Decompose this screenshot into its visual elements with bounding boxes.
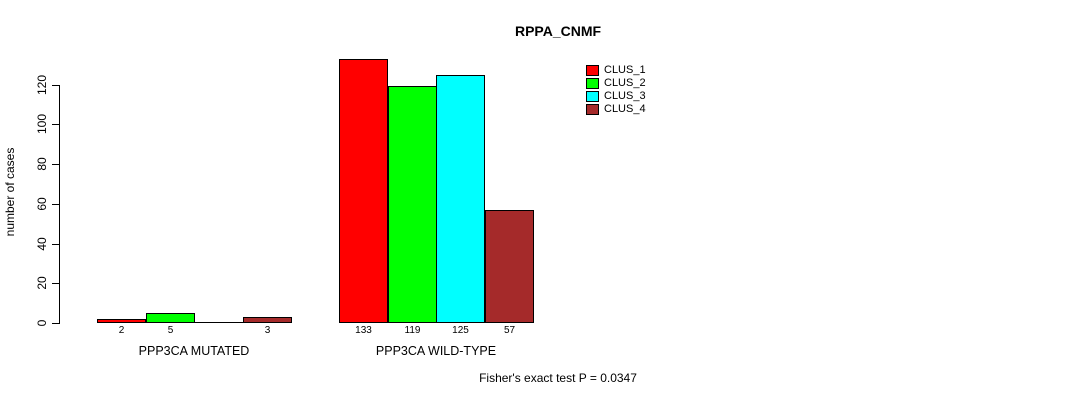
zero-bar-clus_3-group1 bbox=[194, 322, 243, 323]
bar-value-label: 119 bbox=[404, 325, 421, 336]
y-axis-tick bbox=[52, 244, 59, 245]
legend-item-label: CLUS_4 bbox=[604, 103, 646, 115]
y-axis-line bbox=[59, 85, 60, 324]
y-axis-tick bbox=[52, 85, 59, 86]
y-axis-tick bbox=[52, 283, 59, 284]
y-tick-label: 60 bbox=[35, 197, 49, 211]
bar-clus_4-group1 bbox=[243, 317, 292, 323]
legend-item-clus_1: CLUS_1 bbox=[586, 64, 646, 77]
legend-item-clus_4: CLUS_4 bbox=[586, 103, 646, 116]
y-axis-tick bbox=[52, 323, 59, 324]
category-label-group1: PPP3CA MUTATED bbox=[138, 344, 250, 358]
y-axis-tick bbox=[52, 124, 59, 125]
legend-swatch-icon bbox=[586, 91, 599, 102]
legend-swatch-icon bbox=[586, 104, 599, 115]
footnote: Fisher's exact test P = 0.0347 bbox=[479, 371, 637, 385]
legend-item-label: CLUS_3 bbox=[604, 90, 646, 102]
legend-item-label: CLUS_1 bbox=[604, 64, 646, 76]
legend-item-clus_3: CLUS_3 bbox=[586, 90, 646, 103]
y-tick-label: 40 bbox=[35, 237, 49, 251]
legend: CLUS_1 CLUS_2 CLUS_3 CLUS_4 bbox=[586, 64, 646, 116]
chart-title: RPPA_CNMF bbox=[514, 23, 602, 39]
bar-value-label: 3 bbox=[264, 325, 271, 336]
legend-item-label: CLUS_2 bbox=[604, 77, 646, 89]
bar-value-label: 5 bbox=[167, 325, 174, 336]
y-axis-tick bbox=[52, 204, 59, 205]
y-tick-label: 100 bbox=[35, 113, 49, 135]
bar-value-label: 133 bbox=[355, 325, 372, 336]
bar-clus_2-group1 bbox=[146, 313, 195, 323]
bar-clus_1-group2 bbox=[339, 59, 388, 323]
y-axis-label: number of cases bbox=[3, 147, 17, 237]
bar-clus_4-group2 bbox=[485, 210, 534, 323]
legend-swatch-icon bbox=[586, 78, 599, 89]
legend-item-clus_2: CLUS_2 bbox=[586, 77, 646, 90]
y-tick-label: 120 bbox=[35, 74, 49, 96]
bar-clus_1-group1 bbox=[97, 319, 146, 323]
category-label-group2: PPP3CA WILD-TYPE bbox=[375, 344, 497, 358]
bar-value-label: 125 bbox=[452, 325, 469, 336]
y-axis-tick bbox=[52, 164, 59, 165]
y-tick-label: 80 bbox=[35, 157, 49, 171]
bar-value-label: 57 bbox=[503, 325, 516, 336]
y-tick-label: 0 bbox=[35, 319, 49, 327]
legend-swatch-icon bbox=[586, 65, 599, 76]
bar-clus_3-group2 bbox=[436, 75, 485, 323]
y-tick-label: 20 bbox=[35, 276, 49, 290]
bar-clus_2-group2 bbox=[388, 86, 437, 323]
bar-value-label: 2 bbox=[118, 325, 125, 336]
